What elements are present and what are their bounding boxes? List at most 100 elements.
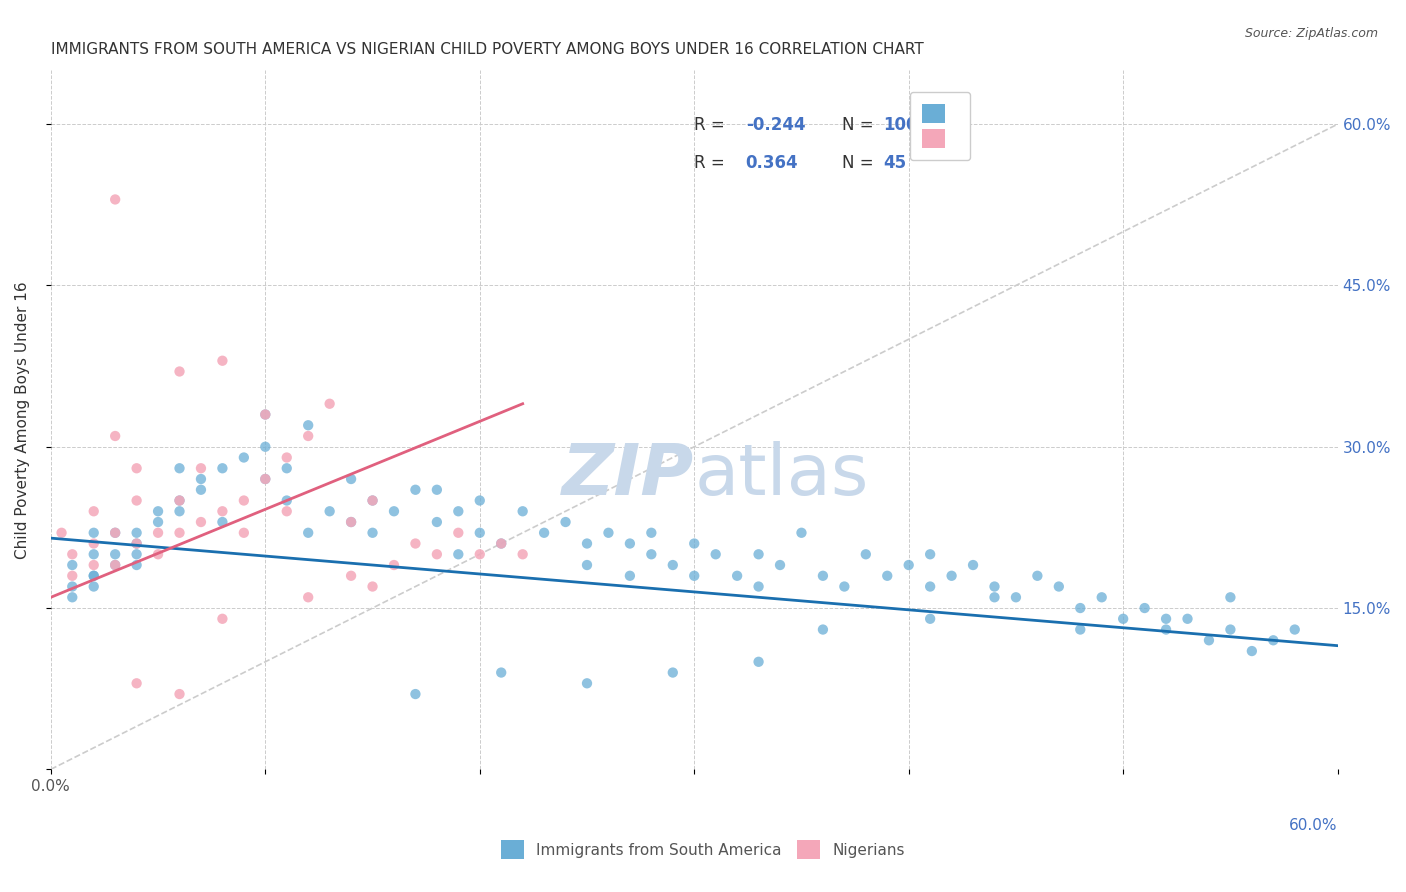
Point bbox=[382, 558, 405, 572]
Point bbox=[297, 429, 319, 443]
Point bbox=[125, 493, 148, 508]
Point bbox=[769, 558, 792, 572]
Point bbox=[340, 515, 363, 529]
Point bbox=[254, 472, 277, 486]
Point bbox=[920, 547, 942, 561]
Point bbox=[125, 547, 148, 561]
Text: N =: N = bbox=[842, 116, 879, 134]
Point bbox=[190, 461, 212, 475]
Point bbox=[104, 525, 127, 540]
Text: N =: N = bbox=[842, 154, 879, 172]
Point bbox=[276, 504, 298, 518]
Point bbox=[232, 450, 254, 465]
Point bbox=[83, 568, 105, 582]
Point bbox=[1154, 612, 1177, 626]
Point bbox=[60, 558, 83, 572]
Point bbox=[83, 568, 105, 582]
Point bbox=[232, 493, 254, 508]
Point bbox=[169, 364, 191, 378]
Point bbox=[1219, 591, 1241, 605]
Point bbox=[920, 612, 942, 626]
Point bbox=[382, 504, 405, 518]
Point bbox=[619, 568, 641, 582]
Point bbox=[83, 525, 105, 540]
Point bbox=[211, 504, 233, 518]
Point bbox=[146, 547, 169, 561]
Text: IMMIGRANTS FROM SOUTH AMERICA VS NIGERIAN CHILD POVERTY AMONG BOYS UNDER 16 CORR: IMMIGRANTS FROM SOUTH AMERICA VS NIGERIA… bbox=[51, 42, 924, 57]
Point bbox=[598, 525, 620, 540]
Point bbox=[962, 558, 984, 572]
Point bbox=[340, 472, 363, 486]
Point bbox=[1005, 591, 1028, 605]
Text: atlas: atlas bbox=[695, 442, 869, 510]
Point bbox=[125, 461, 148, 475]
Point bbox=[232, 525, 254, 540]
Point bbox=[1263, 633, 1285, 648]
Point bbox=[60, 591, 83, 605]
Point bbox=[575, 536, 598, 550]
Point bbox=[1198, 633, 1220, 648]
Point bbox=[104, 525, 127, 540]
Point bbox=[1177, 612, 1199, 626]
Point bbox=[1069, 601, 1091, 615]
Y-axis label: Child Poverty Among Boys Under 16: Child Poverty Among Boys Under 16 bbox=[15, 281, 30, 558]
Point bbox=[169, 525, 191, 540]
Point bbox=[104, 558, 127, 572]
Point bbox=[1219, 623, 1241, 637]
Point bbox=[1284, 623, 1306, 637]
Point bbox=[575, 676, 598, 690]
Point bbox=[1091, 591, 1114, 605]
Point bbox=[811, 568, 834, 582]
Point bbox=[834, 580, 856, 594]
Point bbox=[211, 353, 233, 368]
Point bbox=[575, 558, 598, 572]
Point bbox=[468, 525, 491, 540]
Point bbox=[169, 504, 191, 518]
Point bbox=[60, 568, 83, 582]
Point bbox=[1112, 612, 1135, 626]
Point bbox=[169, 493, 191, 508]
Point bbox=[361, 493, 384, 508]
Text: ZIP: ZIP bbox=[562, 442, 695, 510]
Point bbox=[190, 483, 212, 497]
Point bbox=[404, 536, 426, 550]
Point bbox=[811, 623, 834, 637]
Point bbox=[640, 547, 662, 561]
Point bbox=[983, 591, 1005, 605]
Point bbox=[211, 461, 233, 475]
Point bbox=[704, 547, 727, 561]
Text: Source: ZipAtlas.com: Source: ZipAtlas.com bbox=[1244, 27, 1378, 40]
Point bbox=[876, 568, 898, 582]
Point bbox=[254, 408, 277, 422]
Point bbox=[125, 525, 148, 540]
Point bbox=[683, 568, 706, 582]
Point bbox=[297, 591, 319, 605]
Point bbox=[1026, 568, 1049, 582]
Point bbox=[83, 504, 105, 518]
Legend: , : , bbox=[910, 92, 970, 160]
Point bbox=[1133, 601, 1156, 615]
Point bbox=[790, 525, 813, 540]
Point bbox=[748, 547, 770, 561]
Point bbox=[512, 547, 534, 561]
Point bbox=[683, 536, 706, 550]
Legend: Immigrants from South America, Nigerians: Immigrants from South America, Nigerians bbox=[494, 832, 912, 866]
Point bbox=[254, 440, 277, 454]
Point bbox=[404, 687, 426, 701]
Point bbox=[211, 612, 233, 626]
Point bbox=[254, 408, 277, 422]
Point bbox=[83, 536, 105, 550]
Point bbox=[276, 461, 298, 475]
Text: -0.244: -0.244 bbox=[745, 116, 806, 134]
Point bbox=[169, 687, 191, 701]
Point bbox=[211, 515, 233, 529]
Point bbox=[1154, 623, 1177, 637]
Point bbox=[468, 493, 491, 508]
Point bbox=[983, 580, 1005, 594]
Point bbox=[662, 665, 685, 680]
Point bbox=[104, 558, 127, 572]
Point bbox=[426, 483, 449, 497]
Point bbox=[1240, 644, 1263, 658]
Point bbox=[297, 525, 319, 540]
Point bbox=[361, 525, 384, 540]
